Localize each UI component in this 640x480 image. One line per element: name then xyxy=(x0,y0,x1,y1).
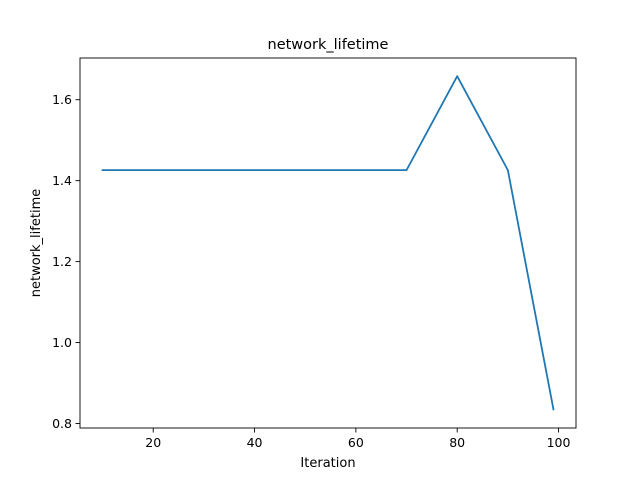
y-axis-ticks: 0.8 1.0 1.2 1.4 1.6 xyxy=(52,92,80,431)
y-tick-label: 1.0 xyxy=(52,335,72,350)
y-tick-label: 1.2 xyxy=(52,254,72,269)
y-axis-label: network_lifetime xyxy=(29,189,44,297)
plot-area-frame xyxy=(79,57,577,429)
series-line xyxy=(101,75,555,411)
x-tick-label: 80 xyxy=(449,435,465,450)
y-tick-label: 1.4 xyxy=(52,173,72,188)
x-axis-label: Iteration xyxy=(300,456,355,471)
x-axis-ticks: 20 40 60 80 100 xyxy=(145,428,570,450)
x-tick-label: 20 xyxy=(145,435,161,450)
chart-title: network_lifetime xyxy=(268,37,389,53)
y-tick-label: 1.6 xyxy=(52,92,72,107)
x-tick-label: 60 xyxy=(348,435,364,450)
y-tick-label: 0.8 xyxy=(52,416,72,431)
x-tick-label: 100 xyxy=(547,435,571,450)
x-tick-label: 40 xyxy=(247,435,263,450)
series-layer xyxy=(101,75,555,411)
